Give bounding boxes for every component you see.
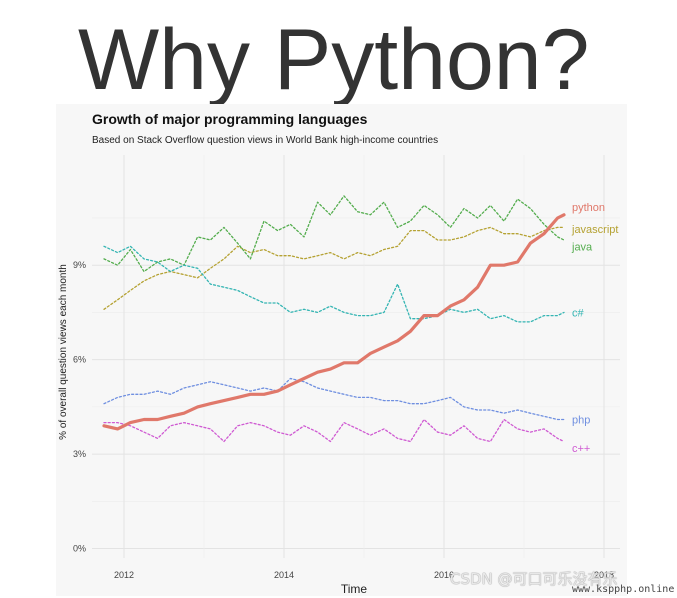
watermark-url: www.kspphp.online bbox=[572, 584, 675, 595]
series-line-csharp bbox=[103, 245, 565, 323]
y-tick-label: 9% bbox=[73, 260, 86, 270]
grid-lines bbox=[92, 155, 620, 558]
chart-subtitle: Based on Stack Overflow question views i… bbox=[92, 135, 439, 146]
y-tick-label: 3% bbox=[73, 449, 86, 459]
watermark-text: CSDN @可口可乐没有乐 bbox=[450, 570, 618, 588]
y-tick-label: 0% bbox=[73, 544, 86, 554]
series-label: java bbox=[571, 241, 593, 253]
x-tick-label: 2012 bbox=[114, 570, 134, 580]
page-title: Why Python? bbox=[78, 12, 590, 108]
x-tick-label: 2018 bbox=[594, 570, 614, 580]
x-axis-ticks: 2012 2014 2016 2018 bbox=[114, 570, 614, 580]
series-label: python bbox=[572, 202, 605, 214]
series-label: c++ bbox=[572, 443, 590, 455]
series-line-java bbox=[103, 195, 565, 273]
y-tick-label: 6% bbox=[73, 355, 86, 365]
series-line-php bbox=[103, 377, 565, 421]
series-labels: javascript java c# php c++ python bbox=[571, 202, 618, 455]
x-axis-label: Time bbox=[341, 582, 368, 596]
series-line-python bbox=[102, 213, 566, 431]
series-line-cpp bbox=[103, 418, 565, 443]
chart-title: Growth of major programming languages bbox=[92, 111, 368, 127]
series-label: c# bbox=[572, 307, 585, 319]
series-label: php bbox=[572, 414, 590, 426]
series-line-javascript bbox=[103, 226, 565, 310]
y-axis-label: % of overall question views each month bbox=[58, 264, 69, 440]
y-axis-ticks: 0% 3% 6% 9% bbox=[73, 260, 86, 553]
series-label: javascript bbox=[571, 224, 618, 236]
x-tick-label: 2014 bbox=[274, 570, 294, 580]
x-tick-label: 2016 bbox=[434, 570, 454, 580]
chart-panel-background bbox=[56, 104, 627, 596]
series-lines bbox=[102, 195, 566, 443]
